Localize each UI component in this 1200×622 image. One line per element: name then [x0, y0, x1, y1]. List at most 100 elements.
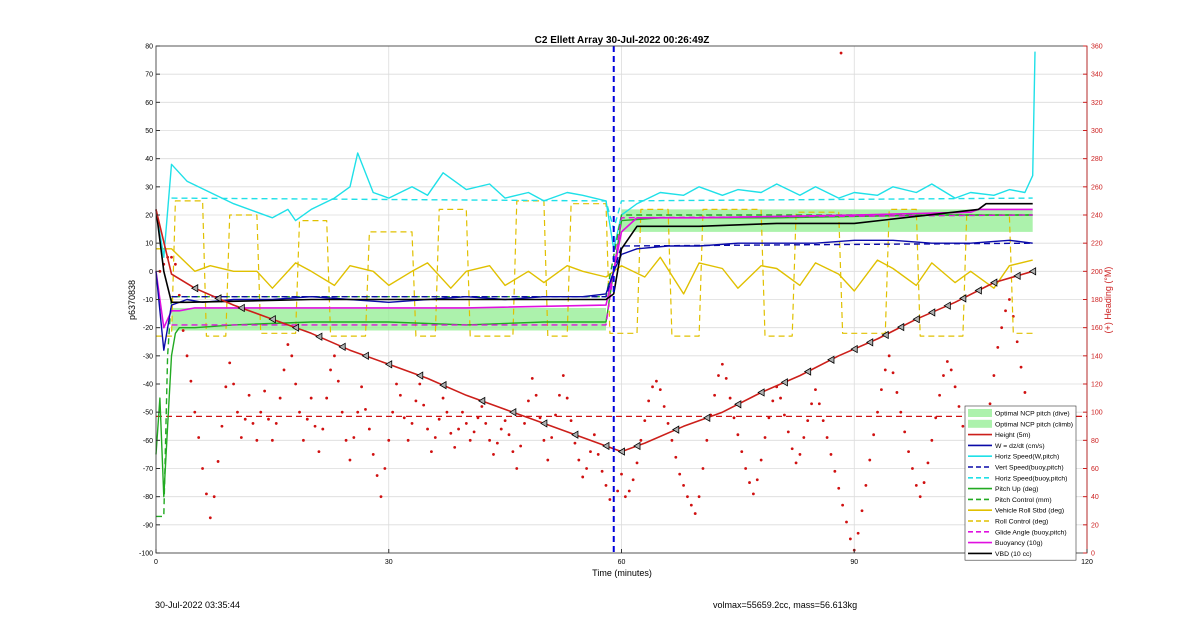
heading-point	[395, 382, 398, 386]
heading-point	[744, 467, 748, 470]
height-marker	[361, 351, 369, 361]
y-tick-label: -50	[143, 410, 153, 417]
series-line	[155, 202, 1033, 304]
heading-point	[220, 424, 224, 428]
heading-point	[515, 467, 519, 470]
heading-point	[569, 419, 573, 423]
heading-point	[561, 374, 565, 377]
heading-point	[1019, 365, 1023, 369]
footer-date: 30-Jul-2022 03:35:44	[155, 600, 241, 610]
y2-tick-label: 260	[1091, 184, 1103, 191]
heading-point	[433, 436, 437, 439]
heading-point	[585, 467, 588, 470]
heading-point	[1004, 309, 1007, 313]
heading-point	[565, 396, 569, 400]
footer-mass-info: volmax=55659.2cc, mass=56.613kg	[713, 600, 858, 610]
heading-point	[336, 379, 340, 383]
heading-point	[302, 438, 305, 442]
heading-point	[453, 445, 457, 449]
heading-point	[740, 450, 744, 453]
legend-label: Horiz Speed(buoy,pitch)	[995, 475, 1067, 482]
heading-point	[876, 410, 879, 414]
heading-point	[410, 422, 414, 425]
heading-point	[732, 416, 736, 420]
y2-tick-label: 340	[1091, 72, 1103, 79]
heading-point	[340, 410, 344, 414]
height-marker	[912, 315, 920, 324]
heading-point	[329, 368, 332, 372]
heading-point	[398, 393, 402, 397]
heading-point	[643, 419, 647, 423]
heading-point	[236, 410, 239, 414]
y-tick-label: 40	[145, 156, 153, 163]
height-marker	[757, 388, 765, 397]
legend-label: Buoyancy (10g)	[995, 540, 1043, 547]
heading-point	[480, 405, 484, 408]
height-marker	[439, 380, 447, 390]
heading-point	[693, 512, 697, 515]
x-tick-label: 30	[385, 559, 393, 566]
heading-point	[197, 436, 201, 439]
heading-point	[1000, 326, 1004, 330]
heading-point	[891, 371, 895, 375]
heading-point	[627, 489, 631, 493]
heading-point	[344, 438, 348, 442]
heading-point	[305, 417, 309, 421]
y-tick-label: -90	[143, 522, 153, 529]
heading-point	[181, 329, 185, 332]
heading-point	[724, 376, 728, 380]
y2-tick-label: 20	[1091, 522, 1099, 529]
heading-point	[779, 396, 782, 400]
heading-point	[379, 495, 383, 499]
heading-point	[170, 255, 173, 259]
heading-point	[321, 427, 325, 431]
grid-lines	[155, 45, 1088, 554]
heading-point	[507, 433, 511, 437]
y-tick-label: 30	[145, 184, 153, 191]
heading-point	[596, 453, 600, 456]
height-marker	[1028, 267, 1037, 276]
heading-point	[360, 385, 363, 389]
height-marker	[384, 360, 393, 369]
height-marker	[633, 441, 641, 451]
heading-point	[996, 345, 1000, 349]
heading-point	[748, 481, 751, 484]
legend-label: Optimal NCP pitch (dive)	[995, 411, 1070, 418]
heading-point	[670, 438, 674, 442]
height-marker	[291, 323, 300, 332]
heading-point	[441, 396, 445, 400]
heading-point	[503, 419, 507, 423]
heading-point	[864, 484, 868, 487]
x-axis-label: Time (minutes)	[592, 568, 652, 578]
height-marker	[734, 400, 742, 409]
heading-point	[274, 422, 278, 425]
y-tick-label: -80	[143, 494, 153, 501]
heading-point	[278, 396, 282, 400]
heading-point	[623, 495, 627, 499]
y-tick-label: 70	[145, 72, 153, 79]
y2-tick-label: 200	[1091, 269, 1103, 276]
y-tick-label: -40	[143, 382, 153, 389]
y2-tick-label: 60	[1091, 466, 1099, 473]
heading-point	[298, 410, 301, 414]
legend: Optimal NCP pitch (dive) Optimal NCP pitc…	[964, 405, 1077, 561]
heading-point	[911, 467, 914, 470]
heading-point	[294, 382, 298, 386]
height-marker	[478, 396, 486, 406]
chart-title: C2 Ellett Array 30-Jul-2022 00:26:49Z	[535, 35, 710, 46]
heading-point	[837, 486, 841, 490]
heading-point	[534, 393, 538, 397]
heading-point	[949, 368, 953, 372]
heading-point	[1023, 391, 1027, 394]
y2-tick-label: 0	[1091, 551, 1095, 558]
heading-point	[887, 354, 891, 358]
height-marker	[338, 342, 346, 352]
heading-point	[282, 368, 286, 372]
height-marker	[540, 419, 548, 428]
heading-point	[437, 417, 441, 421]
heading-point	[402, 416, 406, 420]
heading-point	[558, 393, 561, 397]
heading-point	[267, 417, 270, 421]
heading-point	[313, 424, 317, 428]
y-tick-label: -70	[143, 466, 153, 473]
